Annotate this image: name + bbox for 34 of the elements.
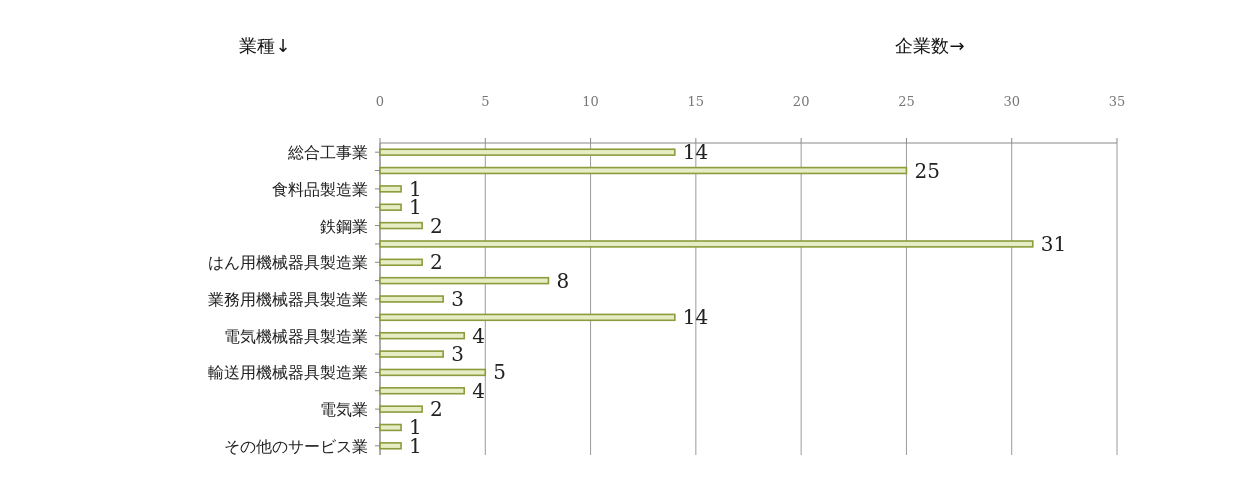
y-tick-label: 鉄鋼業	[320, 216, 368, 236]
y-tick-label: 総合工事業	[287, 143, 368, 163]
data-label: 3	[451, 342, 464, 367]
y-axis-title: 業種↓	[239, 35, 291, 56]
x-tick-label: 10	[582, 94, 599, 109]
data-label: 3	[451, 287, 464, 311]
y-tick-label: 食料品製造業	[272, 179, 368, 199]
data-label: 1	[409, 433, 422, 458]
data-label: 2	[430, 250, 443, 275]
x-tick-label: 35	[1108, 94, 1126, 109]
data-label: 1	[409, 195, 422, 220]
y-tick-label: 輸送用機械器具製造業	[208, 363, 368, 383]
data-label: 4	[472, 378, 485, 403]
y-tick-label: はん用機械器具製造業	[208, 253, 368, 273]
data-label: 2	[430, 213, 443, 238]
y-tick-label: 業務用機械器具製造業	[208, 290, 368, 309]
data-label: 8	[556, 268, 570, 293]
data-label: 14	[682, 305, 709, 330]
x-tick-label: 15	[687, 94, 705, 109]
data-label: 5	[493, 360, 507, 385]
data-label: 2	[430, 397, 443, 422]
x-tick-label: 0	[375, 94, 385, 109]
y-tick-label: その他のサービス業	[224, 436, 368, 456]
x-tick-label: 5	[481, 94, 490, 109]
data-label: 4	[472, 323, 485, 348]
x-tick-label: 30	[1003, 94, 1020, 109]
data-label: 31	[1040, 231, 1067, 256]
x-tick-label: 25	[898, 94, 915, 109]
data-label: 14	[682, 140, 709, 165]
x-tick-label: 20	[792, 94, 810, 109]
data-label: 25	[914, 158, 940, 183]
y-tick-label: 電気機械器具製造業	[224, 326, 368, 346]
x-axis-title: 企業数→	[895, 35, 965, 56]
y-tick-label: 電気業	[320, 400, 368, 420]
